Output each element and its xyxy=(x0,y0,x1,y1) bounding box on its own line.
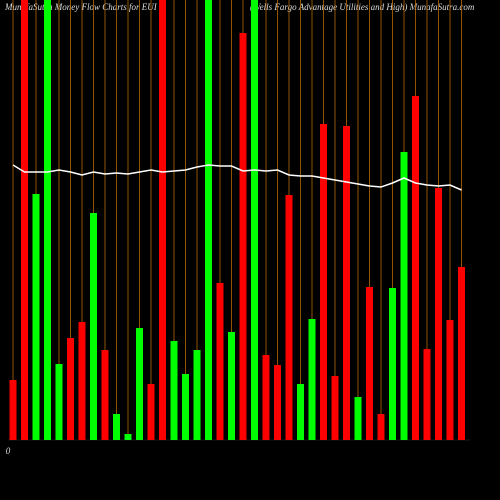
chart-subtitle: (Wells Fargo Advantage Utilities and Hig… xyxy=(250,2,475,12)
bar xyxy=(308,319,316,440)
bar xyxy=(21,0,28,440)
y-tick-label: 0 xyxy=(6,446,11,456)
bar xyxy=(159,0,166,440)
bar xyxy=(366,287,373,440)
bar xyxy=(90,213,97,440)
bar xyxy=(147,384,155,440)
bar xyxy=(389,288,396,440)
bar xyxy=(377,414,385,440)
bar xyxy=(9,380,17,440)
bar xyxy=(136,328,143,440)
bar xyxy=(78,322,86,440)
bar xyxy=(170,341,178,440)
bar xyxy=(343,126,350,440)
bar xyxy=(423,349,431,440)
bar xyxy=(205,0,212,440)
bar xyxy=(101,350,109,440)
bar xyxy=(44,0,51,440)
bar xyxy=(446,320,454,440)
bar xyxy=(55,364,63,440)
bar xyxy=(182,374,189,440)
bar xyxy=(113,414,120,440)
bar xyxy=(124,434,132,440)
bar xyxy=(216,283,224,440)
bar xyxy=(354,397,362,440)
bar xyxy=(262,355,270,440)
bar xyxy=(331,376,339,440)
bar xyxy=(297,384,304,440)
chart-title: MunafaSutra Money Flow Charts for EUI xyxy=(4,2,158,12)
bar xyxy=(435,188,442,440)
bar xyxy=(285,195,293,440)
bar xyxy=(67,338,74,440)
bar xyxy=(32,194,40,440)
bar xyxy=(274,365,281,440)
bar xyxy=(400,152,408,440)
bar xyxy=(239,33,247,440)
bar xyxy=(412,96,419,440)
bar xyxy=(251,0,258,440)
bar xyxy=(320,124,327,440)
flow-line xyxy=(12,164,462,191)
bar xyxy=(228,332,235,440)
bar xyxy=(458,267,465,440)
bar xyxy=(193,350,201,440)
